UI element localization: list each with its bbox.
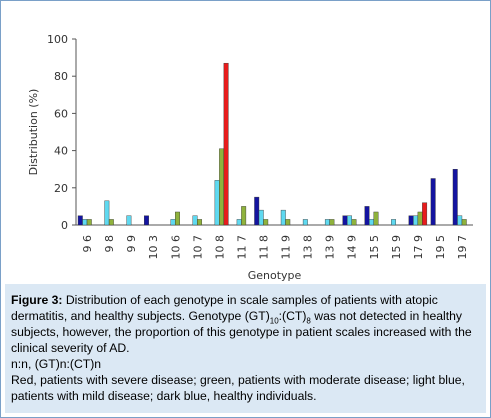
bar — [86, 219, 92, 226]
bar — [417, 211, 423, 226]
x-tick-label: 10 7 — [191, 235, 204, 260]
bar — [285, 219, 291, 226]
y-tick-label: 100 — [47, 33, 68, 46]
bar — [351, 219, 357, 226]
y-tick-label: 40 — [54, 145, 68, 158]
y-tick-label: 60 — [54, 107, 68, 120]
bar — [324, 219, 330, 226]
x-tick-label: 15 9 — [390, 235, 403, 260]
plot-area — [72, 38, 473, 226]
y-tick-label: 0 — [61, 219, 68, 232]
x-tick-label: 10 8 — [213, 235, 226, 260]
bar — [126, 215, 132, 226]
bar — [369, 219, 374, 226]
bar — [457, 215, 463, 226]
bar — [143, 215, 149, 226]
caption-text-2: :(CT) — [278, 309, 307, 323]
bar — [219, 148, 225, 226]
x-tick-label: 14 9 — [346, 235, 359, 260]
x-tick-label: 17 9 — [412, 235, 425, 260]
x-tick-label: 19 7 — [456, 235, 469, 260]
bar — [364, 206, 370, 226]
x-tick-label: 9 9 — [125, 235, 138, 253]
bar — [391, 219, 397, 226]
y-tick-label: 80 — [54, 70, 68, 83]
y-axis-title: Distribution (%) — [27, 89, 40, 176]
bar — [254, 196, 260, 226]
bar — [373, 211, 379, 226]
bar — [302, 219, 308, 226]
caption-text-3: was not detected in healthy subjects, ho… — [11, 309, 472, 355]
bar — [413, 215, 419, 226]
x-tick-label: 10 3 — [147, 235, 160, 260]
bars — [77, 62, 467, 226]
bar — [258, 209, 264, 226]
x-tick-label: 19 5 — [434, 235, 447, 260]
bar — [342, 215, 348, 226]
x-axis-title: Genotype — [248, 269, 302, 282]
caption-legend-text: Red, patients with severe disease; green… — [11, 373, 465, 403]
bar — [241, 206, 247, 226]
bar — [104, 200, 110, 226]
bar — [280, 209, 286, 226]
bar — [77, 215, 83, 226]
bar — [430, 178, 436, 226]
bar — [263, 219, 269, 226]
caption-text-1: Distribution of each genotype in scale s… — [11, 293, 438, 323]
bar — [108, 219, 114, 226]
caption-sub-2: 8 — [306, 316, 311, 326]
bar — [422, 202, 428, 226]
bar — [82, 219, 88, 226]
bar — [329, 219, 335, 226]
x-tick-label: 9 8 — [103, 235, 116, 253]
x-tick-label: 10 6 — [169, 235, 182, 260]
bar-chart: 0 20 40 60 80 100 9 6 9 8 9 9 10 3 10 6 10 7 10 8 11 … — [27, 33, 473, 282]
bar — [223, 62, 229, 226]
bar — [346, 215, 352, 226]
caption-sub-1: 10 — [269, 316, 279, 326]
y-tick-label: 20 — [54, 182, 68, 195]
bar — [408, 215, 414, 226]
bar — [214, 180, 220, 226]
bar — [461, 219, 467, 226]
axis-labels: 0 20 40 60 80 100 9 6 9 8 9 9 10 3 10 6 10 7 10 8 11 … — [47, 33, 469, 260]
figure-label: Figure 3: — [11, 293, 63, 307]
x-tick-label: 13 9 — [324, 235, 337, 260]
x-tick-label: 11 9 — [280, 235, 293, 260]
x-tick-label: 11 7 — [235, 235, 248, 259]
bar — [452, 168, 458, 226]
caption-paragraph: Figure 3: Distribution of each genotype … — [11, 292, 478, 356]
x-tick-label: 9 6 — [81, 235, 94, 253]
x-tick-label: 13 8 — [302, 235, 315, 260]
x-tick-label: 15 5 — [368, 235, 381, 260]
bar — [175, 211, 180, 226]
x-tick-label: 11 8 — [257, 235, 270, 260]
bar — [236, 219, 242, 226]
caption-notation: n:n, (GT)n:(CT)n — [11, 357, 102, 371]
bar — [197, 219, 203, 226]
bar — [170, 219, 176, 226]
figure-caption: Figure 3: Distribution of each genotype … — [5, 284, 486, 413]
bar — [192, 215, 198, 226]
